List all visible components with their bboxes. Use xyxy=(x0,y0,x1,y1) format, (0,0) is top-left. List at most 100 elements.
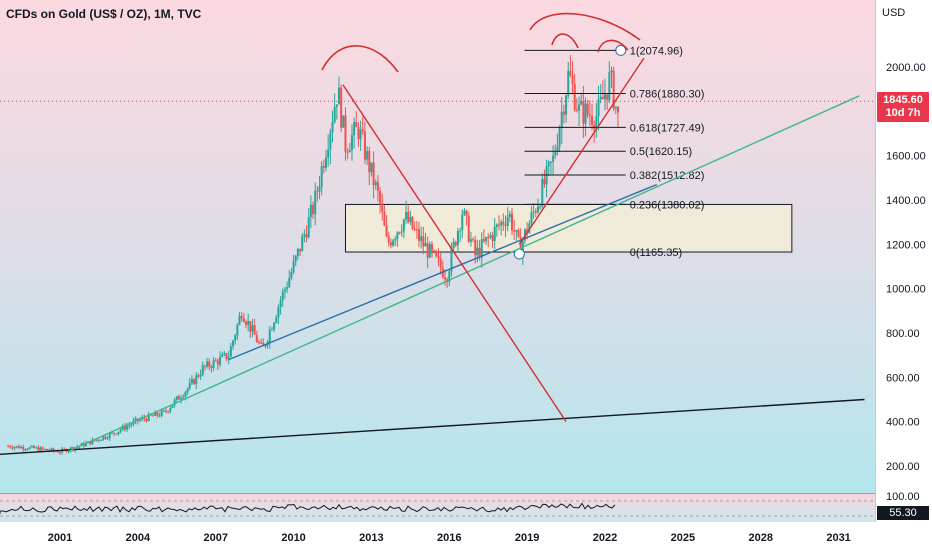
candle-body xyxy=(454,241,457,246)
candle-body xyxy=(238,315,241,325)
time-axis-tick: 2016 xyxy=(437,532,461,544)
candle-body xyxy=(554,152,557,156)
time-axis-tick: 2004 xyxy=(126,532,151,544)
candle-body xyxy=(244,321,247,325)
candle-body xyxy=(556,146,559,153)
candle-body xyxy=(407,211,410,223)
candle-body xyxy=(482,239,485,242)
candle-body xyxy=(186,388,189,392)
candle-body xyxy=(56,451,59,453)
candle-body xyxy=(370,162,373,173)
candle-body xyxy=(221,354,224,357)
candle-body xyxy=(439,258,442,268)
trendline[interactable] xyxy=(228,183,658,361)
candle-body xyxy=(517,229,520,237)
time-axis-tick: 2028 xyxy=(748,532,772,544)
price-axis-background xyxy=(876,0,932,550)
candle-body xyxy=(534,211,537,213)
candle-body xyxy=(591,116,594,125)
current-price-badge: 1845.60 10d 7h xyxy=(877,92,929,122)
candle-body xyxy=(355,122,358,128)
candle-body xyxy=(420,236,423,241)
candle-body xyxy=(448,271,451,283)
candle-body xyxy=(389,242,392,246)
candle-body xyxy=(35,447,38,449)
candle-body xyxy=(219,356,222,365)
candle-body xyxy=(288,278,291,288)
annotation-arc-2011[interactable] xyxy=(321,45,399,73)
candle-body xyxy=(290,272,293,279)
candle-body xyxy=(394,238,397,241)
candle-body xyxy=(588,114,591,117)
candle-body xyxy=(433,250,436,252)
candle-body xyxy=(502,221,505,225)
candle-body xyxy=(151,415,154,417)
time-axis-tick: 2019 xyxy=(515,532,539,544)
candle-body xyxy=(532,211,535,213)
candle-body xyxy=(208,361,211,367)
candle-body xyxy=(541,179,544,207)
candle-body xyxy=(20,446,23,449)
candle-body xyxy=(268,329,271,342)
trendline[interactable] xyxy=(0,398,865,455)
candle-body xyxy=(106,438,109,440)
candle-body xyxy=(437,256,440,259)
fib-anchor-top[interactable] xyxy=(615,44,627,56)
candle-body xyxy=(279,300,282,308)
rsi-line xyxy=(0,502,616,514)
price-axis-tick: 1000.00 xyxy=(886,284,926,296)
annotation-arc-large[interactable] xyxy=(529,12,641,41)
price-axis-tick: 600.00 xyxy=(886,372,920,384)
candle-body xyxy=(110,432,113,434)
candle-body xyxy=(33,445,36,449)
candle-body xyxy=(392,240,395,246)
candle-body xyxy=(296,248,299,256)
candle-body xyxy=(459,230,462,232)
range-box[interactable] xyxy=(344,203,793,253)
candle-body xyxy=(277,307,280,318)
candle-body xyxy=(234,335,237,341)
candle-body xyxy=(357,127,360,140)
candle-body xyxy=(346,151,349,153)
trendline[interactable] xyxy=(342,84,567,423)
candle-body xyxy=(498,224,501,226)
candle-body xyxy=(409,216,412,223)
candle-body xyxy=(305,234,308,238)
candle-body xyxy=(299,248,302,252)
candle-body xyxy=(193,379,196,385)
candle-body xyxy=(381,203,384,212)
candle-body xyxy=(154,412,157,416)
time-axis-tick: 2013 xyxy=(359,532,383,544)
trendline[interactable] xyxy=(518,57,645,245)
candle-body xyxy=(318,186,321,192)
candle-body xyxy=(43,448,46,450)
candle-body xyxy=(428,243,431,258)
fib-level-label: 0.382(1512.82) xyxy=(630,170,705,182)
candle-body xyxy=(456,231,459,246)
candle-body xyxy=(162,410,165,412)
candle-body xyxy=(171,405,174,409)
candle-body xyxy=(169,408,172,412)
candle-body xyxy=(396,232,399,239)
candle-body xyxy=(286,287,289,290)
trendline[interactable] xyxy=(67,95,860,453)
candle-body xyxy=(160,410,163,416)
candle-body xyxy=(491,235,494,241)
time-axis-tick: 2031 xyxy=(826,532,850,544)
candle-body xyxy=(156,412,159,416)
candle-body xyxy=(164,410,167,412)
candle-body xyxy=(212,360,215,368)
price-axis-tick: 200.00 xyxy=(886,461,920,473)
candle-body xyxy=(232,340,235,347)
candle-body xyxy=(353,122,356,136)
time-axis-tick: 2010 xyxy=(281,532,305,544)
candle-body xyxy=(333,107,336,123)
annotation-arc-small-1[interactable] xyxy=(551,33,579,49)
candle-body xyxy=(573,83,576,110)
candle-body xyxy=(478,247,481,258)
annotation-arc-small-2[interactable] xyxy=(597,39,629,53)
candle-body xyxy=(601,96,604,100)
candle-body xyxy=(584,103,587,124)
candle-body xyxy=(567,71,570,96)
